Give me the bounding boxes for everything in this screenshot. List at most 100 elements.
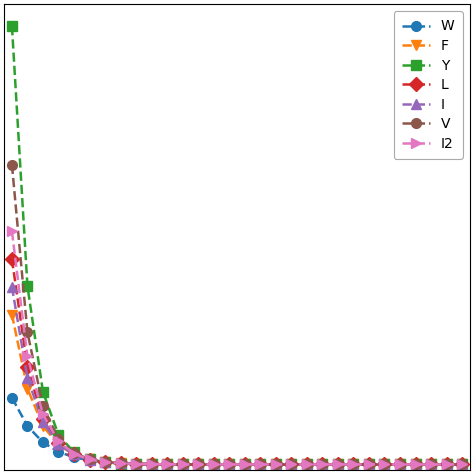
Y bbox=[319, 462, 325, 467]
L bbox=[71, 451, 77, 457]
Y bbox=[118, 461, 123, 466]
L bbox=[382, 462, 387, 467]
I2 bbox=[25, 354, 30, 359]
Y bbox=[180, 462, 185, 467]
Y bbox=[273, 462, 279, 467]
V bbox=[87, 456, 92, 462]
W bbox=[55, 449, 61, 455]
I bbox=[273, 462, 279, 467]
L bbox=[242, 462, 247, 467]
L bbox=[102, 459, 108, 465]
W bbox=[133, 461, 139, 467]
I bbox=[211, 462, 217, 467]
I bbox=[180, 462, 185, 467]
V bbox=[319, 462, 325, 467]
V bbox=[382, 462, 387, 467]
F bbox=[382, 462, 387, 467]
I2 bbox=[55, 438, 61, 444]
W bbox=[382, 462, 387, 467]
L bbox=[40, 416, 46, 421]
W bbox=[273, 462, 279, 467]
V bbox=[242, 462, 247, 467]
F bbox=[227, 462, 232, 467]
I bbox=[459, 462, 465, 467]
I bbox=[227, 462, 232, 467]
F bbox=[319, 462, 325, 467]
F bbox=[444, 462, 449, 467]
F bbox=[87, 456, 92, 462]
V bbox=[180, 462, 185, 467]
L bbox=[25, 365, 30, 370]
V bbox=[459, 462, 465, 467]
Y bbox=[102, 459, 108, 465]
W bbox=[40, 439, 46, 445]
F bbox=[304, 462, 310, 467]
V bbox=[413, 462, 419, 467]
I bbox=[335, 462, 341, 467]
Y bbox=[211, 462, 217, 467]
Y bbox=[227, 462, 232, 467]
W bbox=[319, 462, 325, 467]
Line: V: V bbox=[7, 160, 467, 469]
W bbox=[257, 462, 263, 467]
V bbox=[149, 461, 155, 467]
L bbox=[227, 462, 232, 467]
I2 bbox=[397, 462, 403, 467]
W bbox=[180, 462, 185, 467]
F bbox=[9, 312, 15, 318]
F bbox=[428, 462, 434, 467]
I bbox=[242, 462, 247, 467]
V bbox=[397, 462, 403, 467]
F bbox=[397, 462, 403, 467]
F bbox=[118, 460, 123, 466]
L bbox=[133, 461, 139, 467]
Y bbox=[304, 462, 310, 467]
W bbox=[227, 462, 232, 467]
L bbox=[9, 256, 15, 262]
W bbox=[118, 460, 123, 466]
I2 bbox=[351, 462, 356, 467]
I2 bbox=[149, 461, 155, 467]
Y bbox=[25, 283, 30, 289]
Y bbox=[444, 462, 449, 467]
W bbox=[304, 462, 310, 467]
W bbox=[242, 462, 247, 467]
L bbox=[366, 462, 372, 467]
I2 bbox=[195, 462, 201, 467]
Y bbox=[164, 462, 170, 467]
L bbox=[257, 462, 263, 467]
V bbox=[335, 462, 341, 467]
L bbox=[273, 462, 279, 467]
V bbox=[351, 462, 356, 467]
W bbox=[149, 461, 155, 467]
Y bbox=[397, 462, 403, 467]
V bbox=[289, 462, 294, 467]
L bbox=[351, 462, 356, 467]
I bbox=[195, 462, 201, 467]
I2 bbox=[459, 462, 465, 467]
V bbox=[164, 462, 170, 467]
V bbox=[428, 462, 434, 467]
Y bbox=[289, 462, 294, 467]
Y bbox=[55, 432, 61, 438]
I bbox=[55, 441, 61, 447]
I bbox=[351, 462, 356, 467]
Y bbox=[9, 23, 15, 29]
W bbox=[413, 462, 419, 467]
W bbox=[9, 395, 15, 401]
W bbox=[164, 462, 170, 467]
Line: F: F bbox=[7, 310, 467, 469]
F bbox=[149, 461, 155, 467]
I bbox=[71, 452, 77, 457]
I2 bbox=[9, 228, 15, 234]
I2 bbox=[118, 461, 123, 466]
V bbox=[71, 450, 77, 456]
I bbox=[366, 462, 372, 467]
I bbox=[444, 462, 449, 467]
Y bbox=[149, 461, 155, 467]
L bbox=[87, 457, 92, 463]
Y bbox=[71, 449, 77, 455]
W bbox=[444, 462, 449, 467]
W bbox=[366, 462, 372, 467]
V bbox=[366, 462, 372, 467]
